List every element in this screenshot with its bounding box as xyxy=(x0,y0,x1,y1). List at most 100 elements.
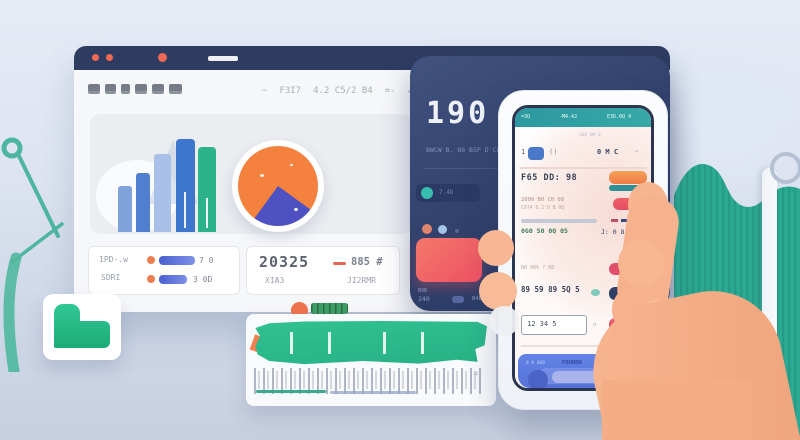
bar xyxy=(136,173,150,232)
stat-big-value: 20325 xyxy=(259,253,310,271)
dash-mark xyxy=(611,219,618,222)
dot-small xyxy=(455,229,459,233)
logo-glyph xyxy=(105,84,116,94)
legend-dot xyxy=(147,275,155,283)
header-text: E3D.0Q 4 xyxy=(607,114,632,120)
green-band xyxy=(255,321,487,365)
gray-bar xyxy=(521,219,597,223)
stat-card-b: 20325 XIA3 885 # JI2RMR xyxy=(246,246,400,295)
red-action-button xyxy=(416,238,482,282)
bar-tall-green xyxy=(198,147,216,232)
leaf-icon xyxy=(591,289,600,296)
panel-list-row: 7.4b xyxy=(416,184,480,202)
folder-card xyxy=(43,294,121,360)
chart-panel xyxy=(90,114,412,234)
logo-glyph xyxy=(121,84,130,94)
bottom-left-text: 0 0 0Q0 xyxy=(526,361,545,366)
trend-dash xyxy=(333,262,346,265)
divider xyxy=(521,345,643,347)
mini-ruler-pill xyxy=(311,303,348,314)
thumb-knuckle xyxy=(618,240,664,286)
folder-icon xyxy=(54,321,110,348)
logo-glyph xyxy=(169,84,182,94)
nav-item: 4.2 C5/2 B4 xyxy=(313,86,373,96)
row-text-green: 0G0 50 0Q 05 xyxy=(521,227,568,235)
band-tick xyxy=(421,332,424,354)
stat-value: 7 0 xyxy=(199,256,214,265)
row-value: 0 M C xyxy=(597,148,619,156)
more-glyph: = xyxy=(474,370,479,378)
row-text: B0 90% ? 08 xyxy=(521,265,555,271)
bar-tall-blue xyxy=(176,139,195,232)
bar-highlight xyxy=(184,192,186,228)
fingertip-pale xyxy=(489,306,519,336)
row-text: 2000 B0 C0 08 xyxy=(521,197,565,203)
timeline-card: = xyxy=(246,314,496,406)
row-value: J: 0 8 8 xyxy=(601,228,633,236)
row-title: 89 59 89 5Q 5 xyxy=(521,285,580,294)
sheet-notch xyxy=(528,370,548,388)
fingertip xyxy=(478,230,514,266)
stat-side-value: 885 # xyxy=(351,256,383,268)
stat-bar xyxy=(159,256,195,265)
stat-sub-label: XIA3 xyxy=(265,276,285,285)
nav-item: ~ xyxy=(262,86,268,96)
row-title: F65 DD: 98 xyxy=(521,173,578,183)
band-tick xyxy=(328,332,331,354)
teal-strip xyxy=(609,185,647,191)
panel-footer-text: B4D xyxy=(472,296,482,302)
input-mark: ▫ xyxy=(593,321,597,328)
teal-progress-line xyxy=(256,390,326,393)
panel-footer-text: B9B xyxy=(418,288,428,294)
orange-pill-button xyxy=(609,171,647,184)
pin-decoration xyxy=(1,137,60,238)
dot-orange xyxy=(422,224,432,234)
input-value: 12 34 5 xyxy=(527,320,557,328)
row-caption: 3Q0 0M 0 xyxy=(579,133,601,138)
logo-glyph xyxy=(135,84,147,94)
phone-header-bar: =3Q -M4.4J E3D.0Q 4 xyxy=(515,108,651,127)
browser-nav: ~ F3I7 4.2 C5/2 B4 =- xyxy=(262,86,434,96)
ruler-ticks-short xyxy=(258,371,480,389)
window-dot-icon xyxy=(106,54,113,61)
row-text: C0?4 0.2'0 B 0Q xyxy=(521,206,565,211)
row-glyph: = xyxy=(635,149,639,155)
logo-glyph xyxy=(152,84,164,94)
stat-bar xyxy=(159,275,187,284)
window-dot-icon xyxy=(158,53,167,62)
row-label: 7.4b xyxy=(439,189,454,196)
titlebar-dash xyxy=(208,56,238,61)
logo-glyph xyxy=(88,84,100,94)
band-tick xyxy=(290,332,293,354)
panel-caption: BWCW B. 86 B5P D'CL7B xyxy=(426,146,509,154)
stat-label: SDRI xyxy=(101,273,121,282)
panel-footer-text: 240 xyxy=(418,295,430,303)
big-number: 190 xyxy=(426,96,490,131)
pie-chart xyxy=(238,146,318,226)
legend-dot xyxy=(147,256,155,264)
stat-value: 3 0D xyxy=(193,275,213,284)
nav-item: =- xyxy=(384,86,396,96)
blue-progress-line xyxy=(330,391,416,394)
fingertip xyxy=(479,272,517,310)
header-text: -M4.4J xyxy=(559,114,578,120)
pie-speck xyxy=(290,164,293,166)
wrist xyxy=(602,380,752,440)
paren-glyph: () xyxy=(549,148,558,156)
dot-blue xyxy=(438,225,447,234)
input-box: 12 34 5 xyxy=(521,315,587,335)
bottom-label: FOUNDN xyxy=(562,360,582,366)
pie-speck xyxy=(260,174,264,177)
bar xyxy=(118,186,132,232)
nav-item: F3I7 xyxy=(279,86,302,96)
blue-square-icon xyxy=(528,147,544,160)
footer-badge xyxy=(452,296,464,303)
stat-card-a: 1PD-.w SDRI 7 0 3 0D xyxy=(88,246,240,295)
divider xyxy=(519,167,647,169)
window-dot-icon xyxy=(92,54,99,61)
status-dot-icon xyxy=(421,187,433,199)
header-text: =3Q xyxy=(521,114,531,120)
band-tick xyxy=(383,332,386,354)
folder-seam xyxy=(81,317,110,321)
